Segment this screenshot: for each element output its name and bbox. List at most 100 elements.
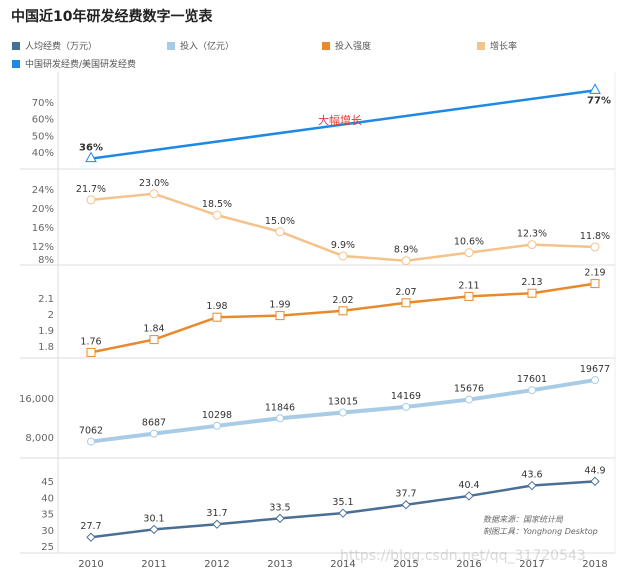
data-point — [339, 408, 347, 417]
data-label: 23.0% — [139, 178, 169, 189]
y-tick-label: 35 — [41, 510, 54, 521]
legend-item[interactable]: 投入强度 — [322, 39, 371, 52]
y-tick-label: 12% — [32, 242, 54, 253]
legend-item[interactable]: 中国研发经费/美国研发经费 — [12, 57, 136, 70]
data-point — [401, 256, 411, 266]
legend-swatch — [12, 59, 20, 68]
data-point — [276, 414, 284, 423]
data-point — [86, 532, 96, 542]
data-point — [590, 476, 600, 487]
legend-label: 增长率 — [490, 42, 518, 52]
data-label: 21.7% — [76, 184, 106, 195]
legend-item[interactable]: 增长率 — [477, 39, 517, 52]
x-tick-label: 2014 — [330, 559, 355, 570]
data-label: 11.8% — [580, 231, 610, 242]
watermark: https://blog.csdn.net/qq_31720543 — [340, 548, 586, 564]
data-label: 18.5% — [202, 199, 232, 210]
y-tick-label: 2.1 — [38, 294, 54, 305]
data-point — [150, 429, 158, 438]
y-tick-label: 16% — [32, 223, 54, 234]
y-tick-label: 40% — [32, 148, 54, 159]
x-tick-label: 2016 — [456, 559, 481, 570]
data-label: 7062 — [79, 426, 103, 437]
legend-item[interactable]: 人均经费（万元） — [12, 39, 97, 52]
data-label: 2.13 — [521, 277, 542, 288]
data-label: 36% — [79, 143, 103, 154]
data-point — [527, 288, 537, 298]
y-tick-label: 1.8 — [38, 342, 54, 353]
y-tick-label: 2 — [48, 310, 54, 321]
data-label: 10298 — [202, 410, 232, 421]
legend-label: 投入（亿元） — [180, 42, 235, 52]
data-label: 1.84 — [143, 324, 164, 335]
y-tick-label: 1.9 — [38, 326, 54, 337]
chart-title: 中国近10年研发经费数字一览表 — [11, 9, 213, 25]
x-tick-label: 2018 — [582, 559, 607, 570]
data-label: 15.0% — [265, 216, 295, 227]
data-point — [464, 248, 474, 258]
source-note: 数据来源：国家统计局 制图工具：Yonghong Desktop — [483, 514, 598, 538]
y-tick-label: 30 — [41, 526, 54, 537]
annotation: 大幅增长 — [318, 113, 362, 127]
data-label: 13015 — [328, 397, 358, 408]
y-tick-label: 8,000 — [25, 433, 54, 444]
data-label: 44.9 — [584, 465, 605, 476]
data-point — [275, 311, 285, 321]
tool-line: 制图工具：Yonghong Desktop — [483, 527, 598, 536]
data-label: 37.7 — [395, 489, 416, 500]
data-point — [528, 386, 536, 395]
data-point — [86, 195, 96, 205]
data-label: 31.7 — [206, 508, 227, 519]
data-label: 12.3% — [517, 229, 547, 240]
data-label: 77% — [587, 95, 611, 106]
y-tick-label: 70% — [32, 98, 54, 109]
data-label: 8.9% — [394, 245, 418, 256]
y-tick-label: 60% — [32, 115, 54, 126]
legend-label: 中国研发经费/美国研发经费 — [25, 60, 137, 70]
data-point — [149, 524, 159, 535]
data-label: 19677 — [580, 364, 610, 375]
y-tick-label: 24% — [32, 185, 54, 196]
data-label: 30.1 — [143, 513, 164, 524]
data-point — [85, 151, 97, 163]
series-line — [90, 89, 596, 160]
data-label: 2.02 — [332, 295, 353, 306]
legend-swatch — [322, 41, 330, 50]
data-point — [401, 298, 411, 308]
data-point — [86, 347, 96, 357]
data-point — [464, 491, 474, 501]
data-label: 9.9% — [331, 240, 355, 251]
x-tick-label: 2011 — [141, 559, 166, 570]
data-label: 14169 — [391, 391, 421, 402]
data-label: 1.99 — [269, 300, 290, 311]
data-point — [275, 227, 285, 237]
data-label: 35.1 — [332, 497, 353, 508]
y-tick-label: 20% — [32, 204, 54, 215]
data-label: 43.6 — [521, 470, 542, 481]
legend-item[interactable]: 投入（亿元） — [167, 39, 234, 52]
data-point — [338, 306, 348, 316]
data-point — [527, 240, 537, 250]
data-point — [465, 395, 473, 404]
data-point — [590, 279, 600, 289]
y-tick-label: 25 — [41, 542, 54, 553]
data-label: 15676 — [454, 384, 484, 395]
legend-label: 投入强度 — [335, 42, 372, 52]
data-point — [212, 312, 222, 322]
data-label: 1.98 — [206, 301, 227, 312]
data-label: 40.4 — [458, 480, 479, 491]
legend-label: 人均经费（万元） — [25, 42, 98, 52]
data-label: 11846 — [265, 402, 295, 413]
y-tick-label: 40 — [41, 493, 54, 504]
x-tick-label: 2010 — [78, 559, 103, 570]
data-point — [212, 519, 222, 529]
legend-swatch — [12, 41, 20, 50]
data-point — [213, 421, 221, 430]
data-point — [149, 335, 159, 345]
data-point — [338, 251, 348, 261]
x-tick-label: 2013 — [267, 559, 292, 570]
data-point — [401, 500, 411, 510]
legend-swatch — [167, 41, 175, 50]
data-point — [275, 513, 285, 524]
